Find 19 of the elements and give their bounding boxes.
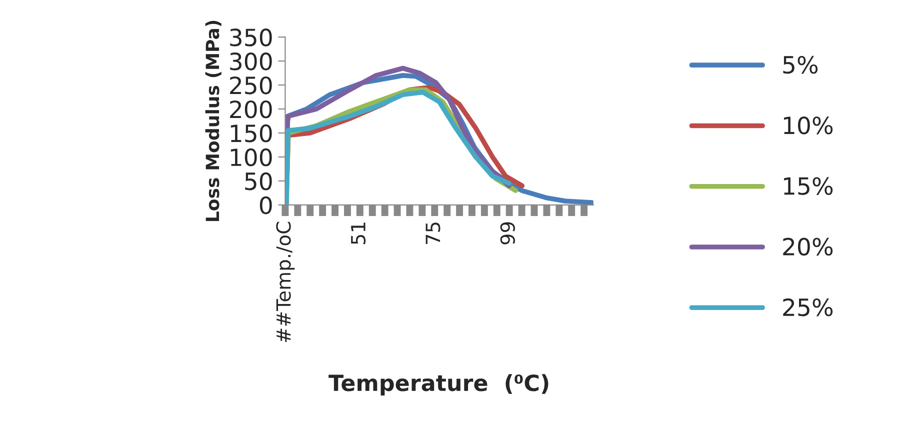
y-tick-label: 0 bbox=[260, 196, 272, 214]
legend-label: 20% bbox=[783, 238, 833, 256]
y-tick-label: 100 bbox=[230, 148, 272, 166]
y-tick-label: 350 bbox=[230, 28, 272, 46]
y-tick-label: 250 bbox=[230, 76, 272, 94]
legend-label: 25% bbox=[783, 298, 833, 316]
y-axis-title: Loss Modulus (MPa) bbox=[205, 20, 222, 221]
x-tick-label: 51 bbox=[351, 222, 366, 244]
y-tick-label: 150 bbox=[230, 124, 272, 142]
legend-label: 10% bbox=[784, 116, 833, 134]
x-axis-title: Temperature (⁰C) bbox=[328, 374, 548, 396]
x-tick-label: 99 bbox=[500, 222, 515, 244]
y-tick-label: 200 bbox=[230, 100, 272, 118]
x-tick-label: 75 bbox=[426, 222, 440, 244]
legend-label: 15% bbox=[784, 177, 833, 195]
x-tick-label: ##Temp./oC bbox=[276, 222, 295, 342]
legend-label: 5% bbox=[783, 56, 818, 74]
y-tick-label: 50 bbox=[245, 172, 272, 190]
y-tick-label: 300 bbox=[230, 52, 272, 70]
